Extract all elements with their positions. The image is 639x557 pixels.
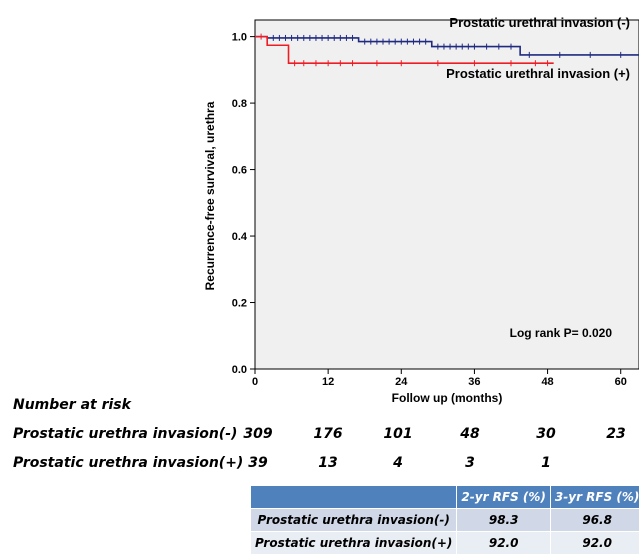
risk-cell: 176: [313, 426, 343, 442]
y-tick-label: 0.4: [232, 231, 248, 243]
survival-curves: [255, 33, 639, 67]
km-plot: 0.0 0.2 0.4 0.6 0.8 1.0 0 12 24 36 48 60 Recurrenc…: [203, 15, 639, 405]
x-tick-label: 60: [615, 376, 627, 388]
log-rank-annotation: Log rank P= 0.020: [510, 326, 613, 340]
plot-area: [254, 19, 639, 370]
x-tick-label: 48: [541, 376, 553, 388]
rfs-header-corner: [249, 485, 458, 509]
rfs-cell: 92.0: [549, 531, 639, 555]
rfs-cell: 98.3: [456, 508, 551, 532]
y-tick-label: 0.2: [232, 298, 247, 310]
risk-row-positive-label: Prostatic urethra invasion(+): [13, 455, 244, 471]
y-axis-ticks: 0.0 0.2 0.4 0.6 0.8 1.0: [232, 32, 255, 376]
x-tick-label: 36: [468, 376, 480, 388]
y-tick-label: 0.0: [232, 364, 247, 376]
x-tick-label: 24: [395, 376, 408, 388]
risk-row-negative-label: Prostatic urethra invasion(-): [13, 426, 238, 442]
legend-label-positive: Prostatic urethral invasion (+): [446, 66, 630, 81]
risk-cell: 23: [606, 426, 626, 442]
rfs-cell: 92.0: [456, 531, 551, 555]
table-row: Prostatic urethra invasion(+) 92.0 92.0: [249, 531, 639, 555]
x-axis-label: Follow up (months): [392, 391, 503, 405]
y-tick-label: 1.0: [232, 32, 247, 44]
risk-cell: 1: [541, 455, 551, 471]
legend-label-negative: Prostatic urethral invasion (-): [449, 15, 630, 30]
rfs-header-3yr: 3-yr RFS (%): [549, 485, 639, 509]
rfs-row-label: Prostatic urethra invasion(+): [249, 531, 458, 555]
number-at-risk-heading: Number at risk: [13, 397, 131, 413]
y-tick-label: 0.6: [232, 165, 247, 177]
rfs-header-2yr: 2-yr RFS (%): [456, 485, 551, 509]
risk-cell: 30: [536, 426, 556, 442]
y-axis-label: Recurrence-free survival, urethra: [203, 101, 217, 290]
rfs-table: 2-yr RFS (%) 3-yr RFS (%) Prostatic uret…: [249, 485, 639, 555]
risk-cell: 3: [465, 455, 475, 471]
table-row: Prostatic urethra invasion(-) 98.3 96.8: [249, 508, 639, 532]
risk-cell: 101: [383, 426, 413, 442]
risk-cell: 309: [243, 426, 273, 442]
risk-cell: 13: [318, 455, 338, 471]
survival-curve-positive: [255, 35, 554, 65]
x-axis-ticks: 0 12 24 36 48 60: [252, 369, 627, 388]
rfs-header-row: 2-yr RFS (%) 3-yr RFS (%): [249, 485, 639, 509]
rfs-cell: 96.8: [549, 508, 639, 532]
risk-cell: 39: [248, 455, 268, 471]
risk-cell: 4: [393, 455, 403, 471]
x-tick-label: 12: [322, 376, 334, 388]
y-tick-label: 0.8: [232, 98, 247, 110]
risk-cell: 48: [460, 426, 480, 442]
rfs-row-label: Prostatic urethra invasion(-): [249, 508, 458, 532]
x-tick-label: 0: [252, 376, 258, 388]
